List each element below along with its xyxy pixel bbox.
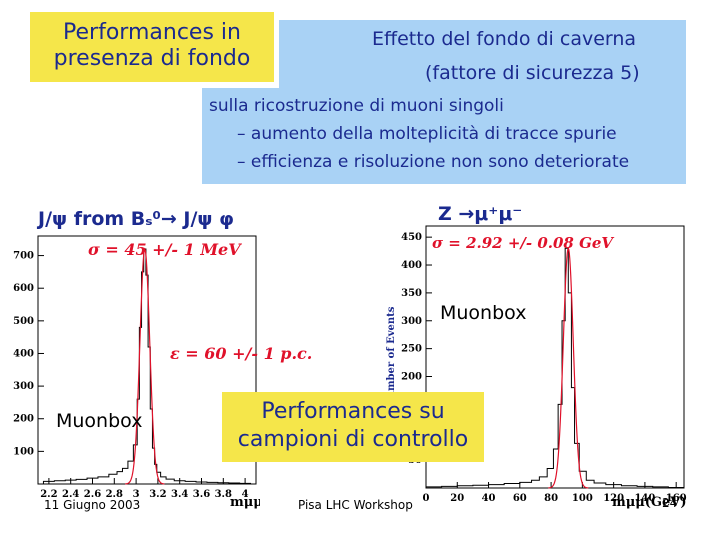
footer-date: 11 Giugno 2003: [44, 498, 141, 512]
plot-frame: [37, 235, 257, 485]
y-tick-label: 250: [401, 344, 422, 355]
x-axis-label: mμμ(GeV): [612, 495, 687, 510]
y-tick-label: 600: [13, 283, 34, 294]
x-tick-label: 2.6: [84, 489, 101, 500]
left-plot: 100 200 300 400 500 600 700 2.2 2.4 2.6 2.8 3 3.2 3.4…: [13, 235, 260, 510]
x-tick-label: 0: [423, 493, 430, 504]
header-line-1: Effetto del fondo di caverna: [372, 28, 637, 50]
header-box: [279, 20, 686, 92]
bullet-box: [202, 88, 686, 184]
x-tick-label: 160: [666, 493, 687, 504]
bullet-item-1: – aumento della molteplicità di tracce s…: [237, 124, 617, 144]
plot-frame: [425, 225, 685, 489]
muonbox-label-left: Muonbox: [56, 410, 143, 432]
y-tick-label: 400: [401, 260, 422, 271]
x-tick-label: 3.8: [215, 489, 232, 500]
fit-curve: [125, 247, 165, 485]
y-tick-label: 450: [401, 232, 422, 243]
x-tick-label: 3: [133, 489, 140, 500]
fit-curve: [548, 246, 589, 489]
x-tick-label: 100: [572, 493, 593, 504]
y-tick-label: 700: [13, 251, 34, 262]
y-tick-label: 500: [13, 316, 34, 327]
footer-event: Pisa LHC Workshop: [298, 498, 413, 512]
right-plot-title: Z →μ⁺μ⁻: [438, 203, 523, 225]
sigma-left: σ = 45 +/- 1 MeV: [88, 240, 241, 259]
x-tick-label: 60: [513, 493, 527, 504]
slide-title-line-2: presenza di fondo: [53, 46, 251, 71]
bullet-lead: sulla ricostruzione di muoni singoli: [209, 96, 504, 116]
y-tick-label: 300: [13, 381, 34, 392]
right-plot: 5010015020025030035040045002040608010012…: [386, 225, 687, 510]
x-tick-label: 120: [603, 493, 624, 504]
y-tick-label: 200: [401, 372, 422, 383]
efficiency-left: ε = 60 +/- 1 p.c.: [170, 344, 313, 363]
x-axis-label: mμμ(GeV): [230, 495, 260, 510]
bullet-item-2: – efficienza e risoluzione non sono dete…: [237, 152, 630, 172]
x-tick-label: 20: [450, 493, 464, 504]
left-plot-title: J/ψ from Bₛ⁰→ J/ψ φ: [38, 208, 234, 230]
muonbox-label-right: Muonbox: [440, 302, 527, 324]
y-tick-label: 400: [13, 348, 34, 359]
control-samples-box: Performances su campioni di controllo: [222, 392, 484, 462]
y-tick-label: 300: [401, 316, 422, 327]
y-tick-label: 350: [401, 288, 422, 299]
x-tick-label: 2.4: [62, 489, 79, 500]
x-tick-label: 4: [242, 489, 249, 500]
x-tick-label: 2.8: [106, 489, 123, 500]
x-tick-label: 80: [544, 493, 558, 504]
x-tick-label: 40: [482, 493, 496, 504]
control-samples-line-1: Performances su: [261, 399, 445, 424]
x-tick-label: 3.2: [149, 489, 166, 500]
slide-title-line-1: Performances in: [63, 20, 241, 45]
y-tick-label: 100: [13, 446, 34, 457]
x-tick-label: 3.6: [193, 489, 210, 500]
control-samples-line-2: campioni di controllo: [237, 427, 469, 452]
slide-title: Performances in presenza di fondo: [30, 12, 274, 82]
x-tick-label: 3.4: [171, 489, 188, 500]
y-axis-label: Number of Events: [386, 306, 397, 407]
page-number: 24: [662, 496, 678, 510]
header-line-2: (fattore di sicurezza 5): [425, 62, 640, 84]
x-tick-label: 140: [634, 493, 655, 504]
histogram-line: [42, 248, 252, 484]
y-tick-label: 200: [13, 414, 34, 425]
sigma-right: σ = 2.92 +/- 0.08 GeV: [432, 234, 614, 252]
x-tick-label: 2.2: [40, 489, 57, 500]
